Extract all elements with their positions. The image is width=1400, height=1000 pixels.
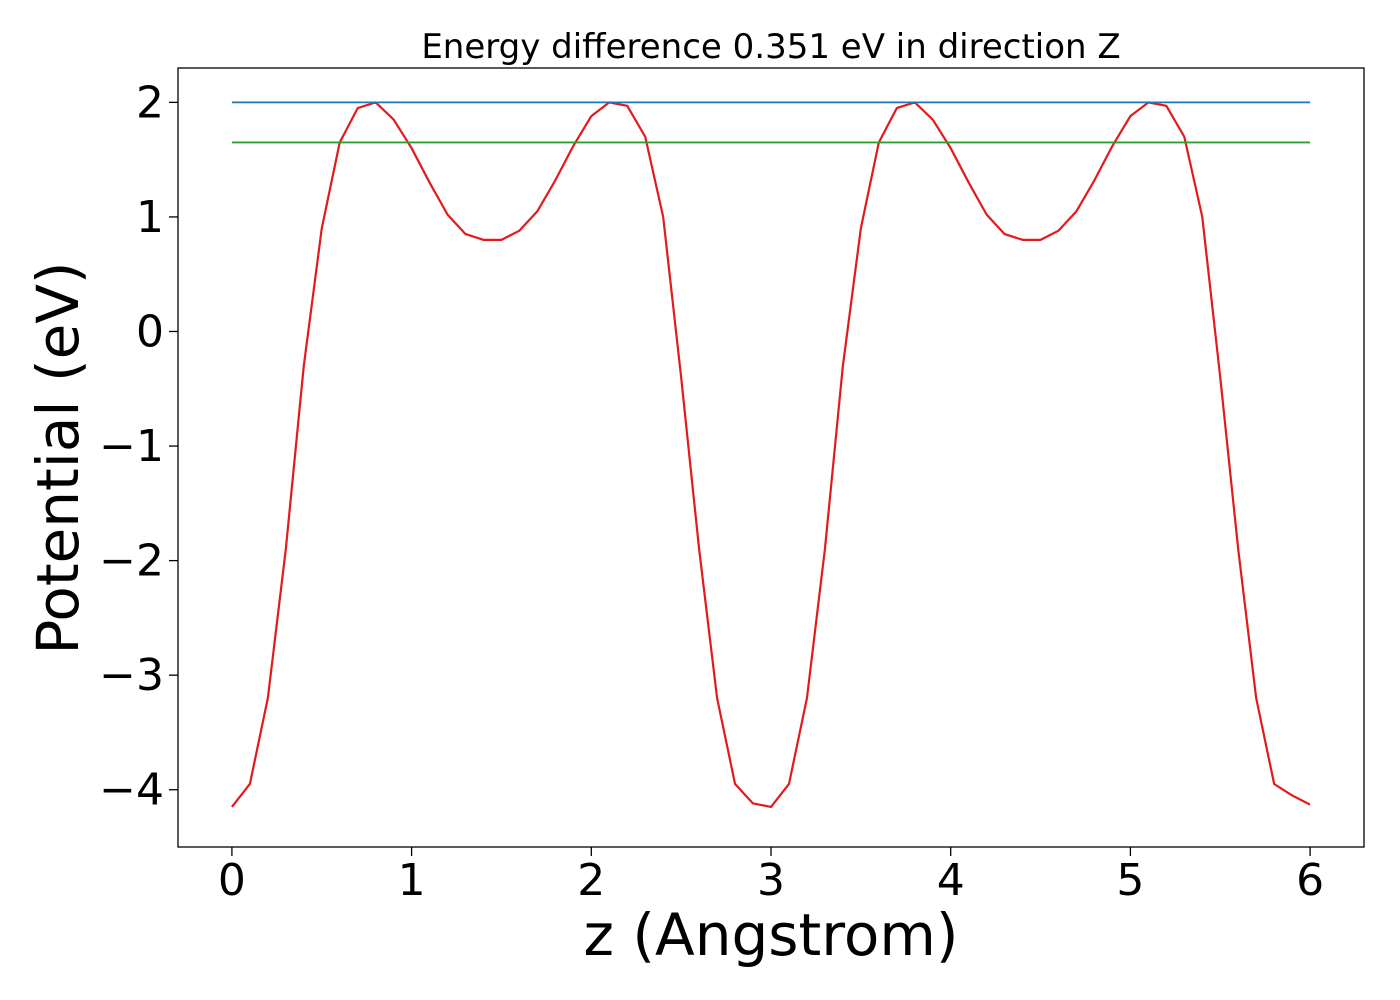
y-axis-title: Potential (eV) <box>24 261 92 654</box>
y-tick-label: 0 <box>136 306 164 357</box>
x-axis-title: z (Angstrom) <box>584 901 959 969</box>
plot-frame <box>177 67 1365 848</box>
y-tick-label: 2 <box>136 77 164 128</box>
y-tick-label: −2 <box>99 536 164 587</box>
y-tick-label: −3 <box>99 650 164 701</box>
potential-curve-line <box>231 101 1311 809</box>
x-tick-label: 3 <box>757 855 785 906</box>
x-tick-label: 2 <box>577 855 605 906</box>
plot-area <box>231 101 1311 809</box>
axis-ticks: 0 1 2 3 4 5 6 −4 −3 −2 −1 0 1 2 <box>99 77 1324 906</box>
x-tick-label: 4 <box>937 855 965 906</box>
y-tick-label: −1 <box>99 421 164 472</box>
chart-title: Energy difference 0.351 eV in direction … <box>421 27 1120 67</box>
x-tick-label: 6 <box>1296 855 1324 906</box>
x-tick-label: 1 <box>398 855 426 906</box>
x-tick-label: 5 <box>1116 855 1144 906</box>
y-tick-label: −4 <box>99 765 164 816</box>
y-tick-label: 1 <box>136 192 164 243</box>
x-tick-label: 0 <box>218 855 246 906</box>
